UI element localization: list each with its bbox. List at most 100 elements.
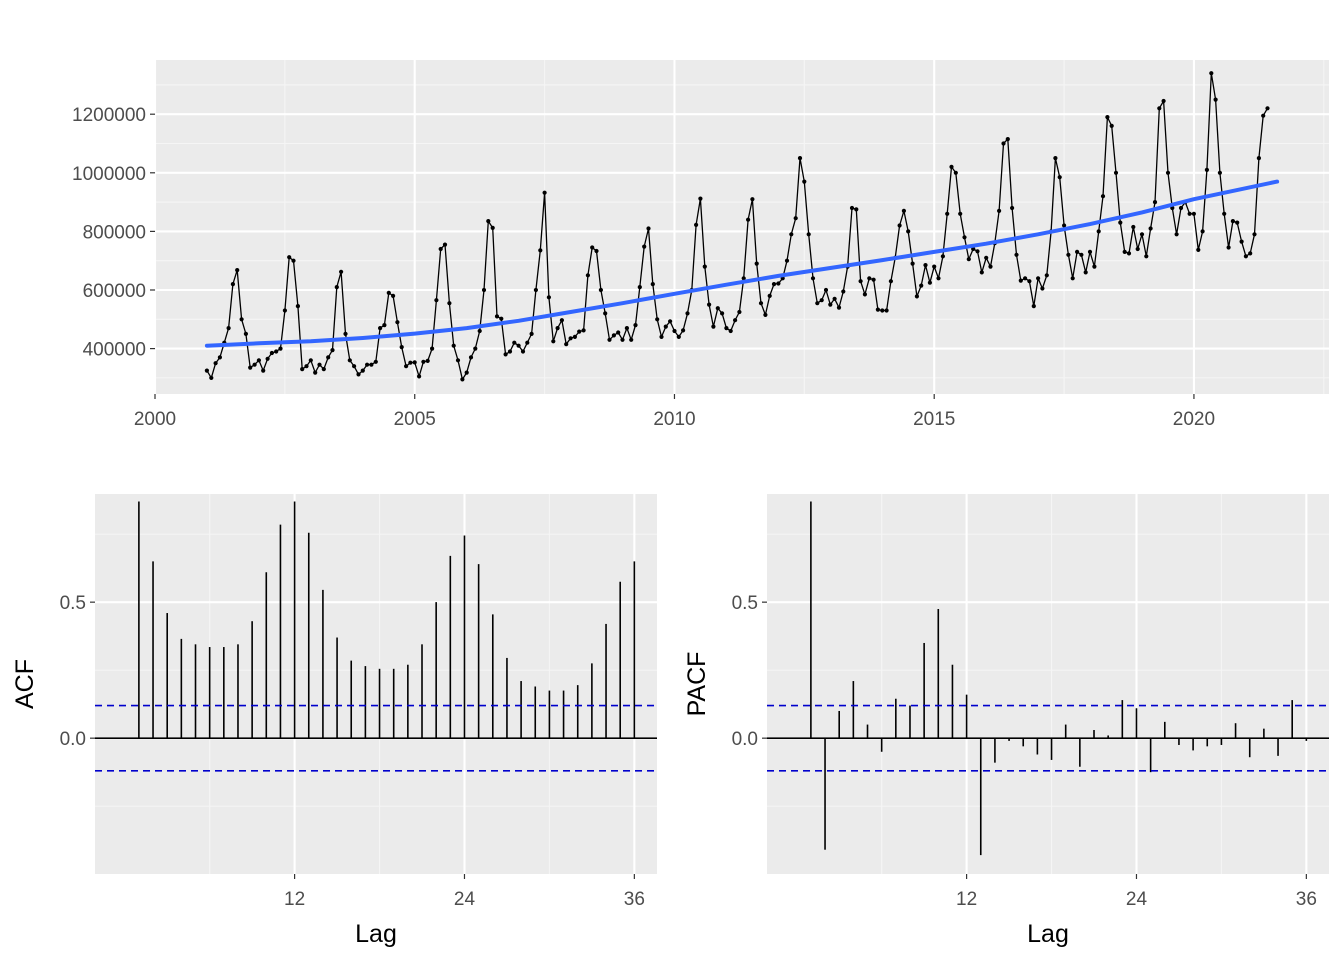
- series-point: [1100, 194, 1106, 199]
- series-point: [265, 356, 270, 361]
- series-point: [347, 358, 352, 363]
- series-point: [1010, 205, 1015, 211]
- series-point: [953, 170, 958, 175]
- series-point: [378, 326, 383, 331]
- series-point: [451, 343, 456, 348]
- x-axis-title: Lag: [1027, 920, 1069, 948]
- y-tick-label: 0.5: [60, 593, 86, 614]
- series-point: [914, 294, 920, 299]
- series-point: [1087, 249, 1093, 254]
- series-point: [633, 323, 638, 328]
- time-series-plot: 2000 2005 2010 2015 2020 400000 600000 800000 10…: [72, 60, 1329, 430]
- series-point: [447, 301, 452, 306]
- panel-background: [95, 494, 657, 874]
- series-point: [884, 308, 889, 313]
- panel-background: [155, 60, 1329, 394]
- series-point: [707, 302, 712, 307]
- series-point: [1187, 211, 1192, 216]
- series-point: [1152, 200, 1158, 205]
- series-point: [646, 226, 651, 231]
- series-point: [793, 216, 798, 221]
- series-point: [1139, 232, 1145, 237]
- series-point: [1079, 252, 1084, 257]
- series-point: [642, 244, 647, 249]
- series-point: [733, 318, 738, 323]
- series-point: [1027, 279, 1032, 284]
- series-point: [1113, 170, 1119, 175]
- series-point: [737, 309, 742, 315]
- series-point: [525, 340, 530, 345]
- series-point: [507, 349, 513, 354]
- series-point: [1031, 304, 1036, 309]
- series-point: [343, 331, 348, 336]
- series-point: [611, 333, 617, 338]
- series-point: [1261, 113, 1266, 118]
- series-point: [758, 301, 764, 306]
- series-point: [533, 287, 539, 293]
- series-point: [1148, 226, 1153, 231]
- series-point: [217, 355, 222, 360]
- series-point: [1062, 223, 1067, 228]
- series-point: [230, 282, 235, 287]
- series-point: [373, 359, 378, 364]
- series-point: [754, 261, 759, 266]
- x-tick-label: 2020: [1173, 409, 1215, 430]
- series-point: [417, 374, 422, 379]
- series-point: [412, 360, 417, 365]
- series-point: [1131, 224, 1136, 230]
- series-point: [490, 225, 495, 230]
- series-point: [209, 375, 214, 380]
- series-point: [1023, 276, 1028, 281]
- y-tick-label: 0.5: [732, 593, 758, 614]
- series-point: [555, 326, 560, 331]
- series-point: [1165, 170, 1171, 175]
- series-point: [871, 277, 876, 282]
- series-point: [1001, 141, 1006, 146]
- series-point: [291, 258, 296, 263]
- series-point: [854, 207, 859, 212]
- series-point: [1109, 123, 1114, 128]
- series-point: [1226, 245, 1231, 250]
- series-point: [572, 334, 578, 339]
- series-point: [806, 232, 811, 237]
- series-point: [629, 337, 634, 342]
- x-tick-label: 36: [1296, 889, 1317, 910]
- series-point: [360, 368, 365, 373]
- series-point: [927, 280, 933, 285]
- y-tick-label: 0.0: [60, 729, 86, 750]
- series-point: [659, 334, 664, 339]
- series-point: [1070, 276, 1075, 281]
- series-point: [616, 330, 621, 335]
- series-point: [356, 372, 361, 377]
- series-point: [607, 337, 612, 342]
- series-point: [334, 285, 339, 290]
- series-point: [945, 211, 950, 216]
- series-point: [724, 326, 729, 331]
- series-point: [1092, 264, 1097, 269]
- series-point: [404, 364, 409, 369]
- series-point: [1096, 229, 1101, 234]
- series-point: [330, 348, 335, 353]
- series-point: [849, 205, 855, 211]
- series-point: [204, 368, 209, 373]
- series-point: [815, 301, 820, 306]
- series-point: [1083, 270, 1088, 275]
- series-point: [698, 196, 703, 201]
- series-point: [810, 276, 816, 281]
- series-point: [1135, 246, 1140, 252]
- series-point: [274, 349, 279, 354]
- series-point: [663, 324, 668, 329]
- series-point: [499, 316, 504, 321]
- series-point: [261, 368, 266, 373]
- series-point: [269, 350, 274, 356]
- series-point: [503, 352, 508, 357]
- series-point: [1213, 97, 1218, 102]
- series-point: [858, 279, 863, 284]
- series-point: [473, 346, 478, 351]
- series-point: [1235, 220, 1240, 225]
- series-point: [442, 242, 448, 247]
- x-tick-label: 2005: [394, 409, 436, 430]
- series-point: [802, 179, 807, 184]
- series-point: [546, 295, 552, 300]
- series-point: [1256, 156, 1261, 161]
